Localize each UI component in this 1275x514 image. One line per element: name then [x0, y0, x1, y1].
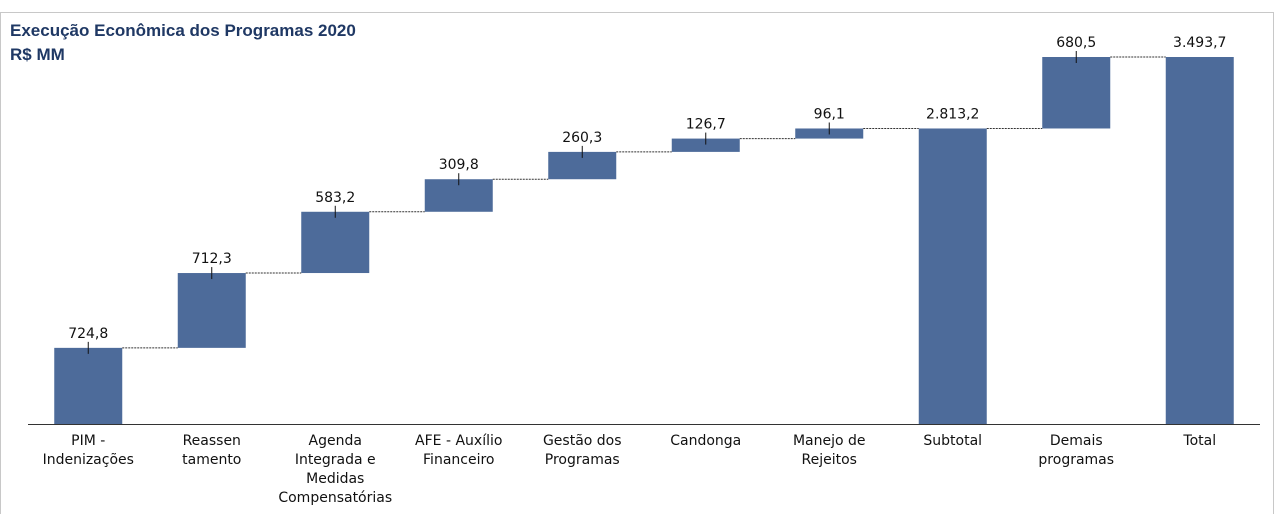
x-tick-label: Subtotal [923, 433, 982, 449]
bar [918, 128, 987, 425]
value-label: 260,3 [562, 130, 602, 146]
bar [1042, 57, 1111, 129]
value-label: 96,1 [814, 106, 845, 122]
bar [1165, 57, 1234, 424]
bar [301, 211, 370, 274]
bar [671, 138, 740, 152]
bar [177, 273, 246, 348]
chart-subtitle: R$ MM [10, 45, 65, 64]
x-tick-label: Gestão dos Programas [543, 433, 622, 468]
x-tick-label: Reassen tamento [182, 433, 241, 468]
value-label: 712,3 [192, 251, 232, 267]
x-tick-label: Manejo de Rejeitos [793, 433, 866, 468]
x-tick-label: Demais programas [1038, 433, 1114, 468]
bar [54, 347, 123, 424]
chart-title: Execução Econômica dos Programas 2020 [10, 21, 356, 40]
x-tick-label: AFE - Auxílio Financeiro [415, 433, 502, 468]
frame [0, 12, 1274, 514]
x-tick-label: Total [1182, 433, 1216, 449]
x-tick-label: Candonga [670, 433, 741, 449]
value-label: 126,7 [686, 117, 726, 133]
value-label: 583,2 [315, 190, 355, 206]
value-label: 724,8 [68, 326, 108, 342]
value-label: 680,5 [1056, 35, 1096, 51]
value-label: 2.813,2 [926, 106, 979, 122]
x-tick-label: PIM -Indenizações [43, 433, 134, 468]
x-tick-label: Agenda Integrada e Medidas Compensatórias [278, 433, 392, 506]
value-label: 3.493,7 [1173, 35, 1226, 51]
value-label: 309,8 [439, 157, 479, 173]
